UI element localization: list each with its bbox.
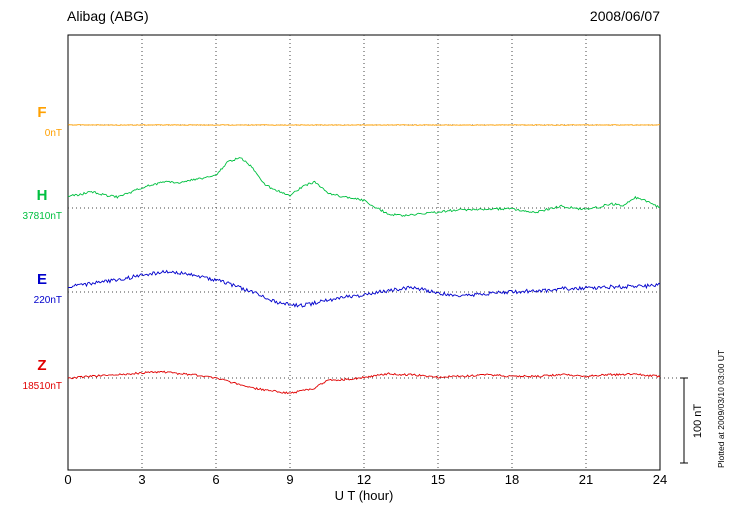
x-tick-label: 0 <box>64 472 71 487</box>
x-tick-label: 6 <box>212 472 219 487</box>
station-title: Alibag (ABG) <box>67 8 149 24</box>
x-tick-label: 15 <box>431 472 445 487</box>
trace-H <box>67 157 661 217</box>
x-tick-label: 24 <box>653 472 667 487</box>
x-axis-label: U T (hour) <box>334 488 394 503</box>
x-tick-label: 21 <box>579 472 593 487</box>
trace-E <box>67 269 661 308</box>
series-baseline-value-Z: 18510nT <box>22 381 62 392</box>
series-letter-H: H <box>36 187 48 204</box>
trace-Z <box>67 370 661 395</box>
plot-border <box>67 34 661 471</box>
x-tick-label: 18 <box>505 472 519 487</box>
plot-footnote: Plotted at 2009/03/10 03:00 UT <box>716 349 726 468</box>
series-baseline-value-E: 220nT <box>33 295 62 306</box>
x-tick-label: 9 <box>286 472 293 487</box>
series-letter-Z: Z <box>37 357 47 374</box>
plot-date: 2008/06/07 <box>589 8 660 24</box>
trace-F <box>67 124 660 126</box>
series-letter-F: F <box>37 104 47 121</box>
x-tick-label: 12 <box>357 472 371 487</box>
scale-bar-label: 100 nT <box>692 403 704 439</box>
x-tick-label: 3 <box>138 472 145 487</box>
series-baseline-value-H: 37810nT <box>22 211 62 222</box>
series-baseline-value-F: 0nT <box>44 128 62 139</box>
series-letter-E: E <box>36 271 47 288</box>
